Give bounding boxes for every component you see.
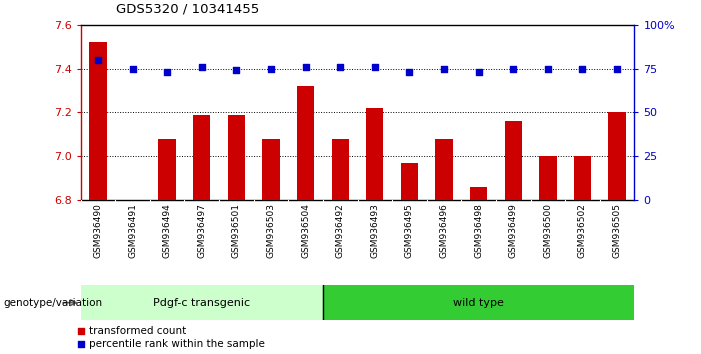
Bar bbox=[228, 115, 245, 200]
Text: GSM936502: GSM936502 bbox=[578, 204, 587, 258]
Text: GSM936498: GSM936498 bbox=[474, 204, 483, 258]
Point bbox=[75, 341, 86, 347]
Point bbox=[266, 66, 277, 72]
Point bbox=[611, 66, 622, 72]
Text: GSM936492: GSM936492 bbox=[336, 204, 345, 258]
Bar bbox=[332, 139, 349, 200]
Bar bbox=[158, 139, 176, 200]
Text: GSM936503: GSM936503 bbox=[266, 204, 275, 258]
Point bbox=[231, 68, 242, 73]
Text: Pdgf-c transgenic: Pdgf-c transgenic bbox=[154, 298, 250, 308]
Bar bbox=[401, 163, 418, 200]
Bar bbox=[366, 108, 383, 200]
Text: GSM936499: GSM936499 bbox=[509, 204, 518, 258]
Point bbox=[543, 66, 554, 72]
Bar bbox=[323, 285, 634, 320]
Point bbox=[404, 69, 415, 75]
Bar bbox=[81, 285, 323, 320]
Bar bbox=[539, 156, 557, 200]
Bar bbox=[89, 42, 107, 200]
Point bbox=[300, 64, 311, 70]
Text: GSM936494: GSM936494 bbox=[163, 204, 172, 258]
Point bbox=[508, 66, 519, 72]
Bar bbox=[574, 156, 591, 200]
Text: GSM936505: GSM936505 bbox=[613, 204, 622, 258]
Point bbox=[75, 328, 86, 333]
Point bbox=[473, 69, 484, 75]
Point bbox=[438, 66, 449, 72]
Text: GSM936496: GSM936496 bbox=[440, 204, 449, 258]
Point bbox=[196, 64, 207, 70]
Point bbox=[369, 64, 381, 70]
Text: GDS5320 / 10341455: GDS5320 / 10341455 bbox=[116, 3, 259, 16]
Text: GSM936491: GSM936491 bbox=[128, 204, 137, 258]
Text: transformed count: transformed count bbox=[90, 326, 186, 336]
Text: percentile rank within the sample: percentile rank within the sample bbox=[90, 339, 265, 349]
Point bbox=[577, 66, 588, 72]
Bar bbox=[193, 115, 210, 200]
Bar bbox=[470, 187, 487, 200]
Bar bbox=[435, 139, 453, 200]
Bar bbox=[505, 121, 522, 200]
Point bbox=[93, 57, 104, 63]
Text: GSM936497: GSM936497 bbox=[197, 204, 206, 258]
Text: GSM936500: GSM936500 bbox=[543, 204, 552, 258]
Point bbox=[161, 69, 172, 75]
Point bbox=[334, 64, 346, 70]
Text: GSM936490: GSM936490 bbox=[93, 204, 102, 258]
Text: GSM936495: GSM936495 bbox=[405, 204, 414, 258]
Text: GSM936501: GSM936501 bbox=[232, 204, 241, 258]
Bar bbox=[297, 86, 314, 200]
Point bbox=[127, 66, 138, 72]
Text: GSM936504: GSM936504 bbox=[301, 204, 310, 258]
Bar bbox=[608, 112, 626, 200]
Text: wild type: wild type bbox=[454, 298, 504, 308]
Text: genotype/variation: genotype/variation bbox=[4, 298, 102, 308]
Text: GSM936493: GSM936493 bbox=[370, 204, 379, 258]
Bar bbox=[262, 139, 280, 200]
